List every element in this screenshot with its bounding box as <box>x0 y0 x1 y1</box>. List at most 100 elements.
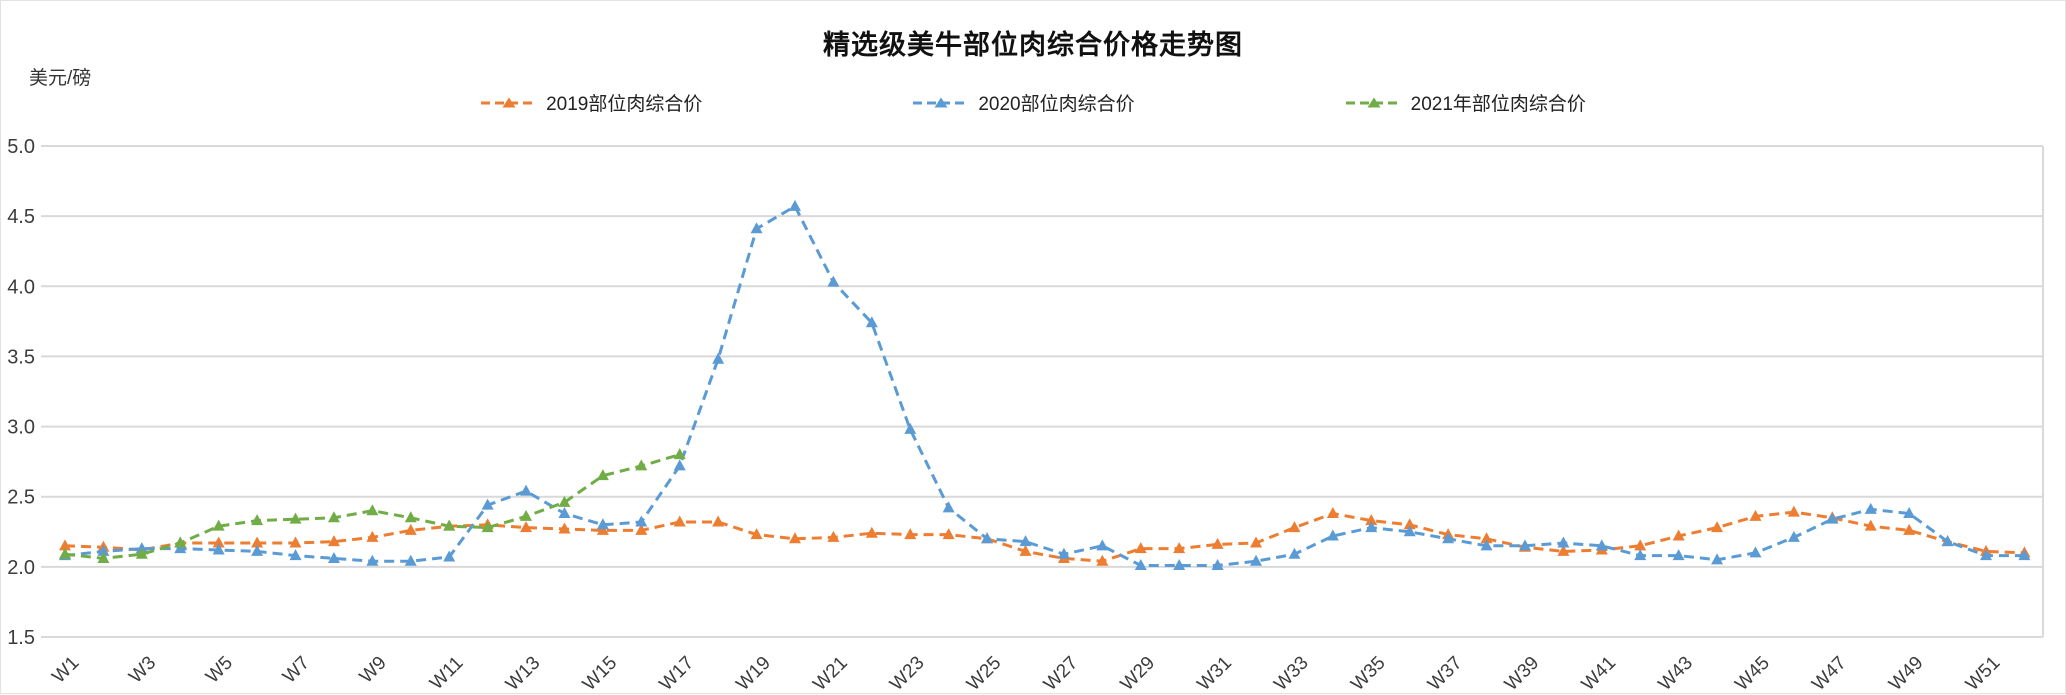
data-point-marker[interactable] <box>1787 530 1800 542</box>
data-point-marker[interactable] <box>1749 546 1762 558</box>
data-point-marker[interactable] <box>596 518 609 530</box>
data-point-marker[interactable] <box>1980 549 1992 561</box>
data-point-marker[interactable] <box>942 501 955 513</box>
data-point-marker[interactable] <box>251 536 264 548</box>
data-point-marker[interactable] <box>788 532 801 544</box>
data-point-marker[interactable] <box>712 352 725 364</box>
data-point-marker[interactable] <box>174 536 187 548</box>
data-point-marker[interactable] <box>135 547 148 559</box>
data-point-marker[interactable] <box>59 539 71 551</box>
data-point-marker[interactable] <box>750 222 763 234</box>
data-point-marker[interactable] <box>1250 536 1263 548</box>
data-point-marker[interactable] <box>1634 539 1647 551</box>
data-point-marker[interactable] <box>558 522 571 534</box>
data-point-marker[interactable] <box>1442 532 1455 544</box>
data-point-marker[interactable] <box>59 547 71 559</box>
data-point-marker[interactable] <box>1711 553 1724 565</box>
data-point-marker[interactable] <box>865 316 878 328</box>
data-point-marker[interactable] <box>750 528 763 540</box>
data-point-marker[interactable] <box>251 514 264 526</box>
data-point-marker[interactable] <box>1480 539 1493 551</box>
data-point-marker[interactable] <box>327 535 340 547</box>
legend-item-2020[interactable]: 2020部位肉综合价 <box>912 89 1135 116</box>
data-point-marker[interactable] <box>97 544 110 556</box>
data-point-marker[interactable] <box>520 509 533 521</box>
data-point-marker[interactable] <box>404 523 417 535</box>
data-point-marker[interactable] <box>289 512 302 524</box>
data-point-marker[interactable] <box>97 551 110 563</box>
data-point-marker[interactable] <box>1365 514 1378 526</box>
data-point-marker[interactable] <box>1403 518 1416 530</box>
data-point-marker[interactable] <box>1672 529 1685 541</box>
data-point-marker[interactable] <box>289 549 302 561</box>
data-point-marker[interactable] <box>212 543 225 555</box>
data-point-marker[interactable] <box>520 521 533 533</box>
data-point-marker[interactable] <box>712 515 725 527</box>
data-point-marker[interactable] <box>673 515 686 527</box>
data-point-marker[interactable] <box>635 515 648 527</box>
data-point-marker[interactable] <box>1326 529 1339 541</box>
data-point-marker[interactable] <box>865 526 878 538</box>
data-point-marker[interactable] <box>904 528 917 540</box>
data-point-marker[interactable] <box>1864 502 1877 514</box>
data-point-marker[interactable] <box>251 544 264 556</box>
data-point-marker[interactable] <box>404 511 417 523</box>
data-point-marker[interactable] <box>2018 549 2031 561</box>
data-point-marker[interactable] <box>635 459 648 471</box>
data-point-marker[interactable] <box>366 554 379 566</box>
data-point-marker[interactable] <box>443 550 456 562</box>
data-point-marker[interactable] <box>904 422 917 434</box>
data-point-marker[interactable] <box>1173 558 1186 570</box>
data-point-marker[interactable] <box>1250 554 1263 566</box>
data-point-marker[interactable] <box>1365 521 1378 533</box>
data-point-marker[interactable] <box>1557 544 1570 556</box>
data-point-marker[interactable] <box>366 530 379 542</box>
data-point-marker[interactable] <box>1173 542 1186 554</box>
data-point-marker[interactable] <box>1326 507 1339 519</box>
data-point-marker[interactable] <box>1403 525 1416 537</box>
data-point-marker[interactable] <box>673 448 686 460</box>
data-point-marker[interactable] <box>1134 558 1147 570</box>
data-point-marker[interactable] <box>1711 521 1724 533</box>
data-point-marker[interactable] <box>1019 544 1032 556</box>
data-point-marker[interactable] <box>1672 549 1685 561</box>
data-point-marker[interactable] <box>827 275 840 287</box>
data-point-marker[interactable] <box>827 530 840 542</box>
data-point-marker[interactable] <box>289 536 302 548</box>
data-point-marker[interactable] <box>1941 535 1954 547</box>
data-point-marker[interactable] <box>558 507 571 519</box>
data-point-marker[interactable] <box>212 519 225 531</box>
data-point-marker[interactable] <box>1557 536 1570 548</box>
data-point-marker[interactable] <box>481 521 494 533</box>
data-point-marker[interactable] <box>596 523 609 535</box>
data-point-marker[interactable] <box>174 542 187 554</box>
data-point-marker[interactable] <box>327 551 340 563</box>
data-point-marker[interactable] <box>981 532 994 544</box>
data-point-marker[interactable] <box>1787 505 1800 517</box>
data-point-marker[interactable] <box>1480 532 1493 544</box>
data-point-marker[interactable] <box>1288 521 1301 533</box>
data-point-marker[interactable] <box>1019 535 1032 547</box>
data-point-marker[interactable] <box>788 199 801 211</box>
data-point-marker[interactable] <box>1749 509 1762 521</box>
data-point-marker[interactable] <box>443 519 456 531</box>
data-point-marker[interactable] <box>1096 539 1109 551</box>
data-point-marker[interactable] <box>1057 547 1070 559</box>
data-point-marker[interactable] <box>1134 542 1147 554</box>
data-point-marker[interactable] <box>135 542 148 554</box>
data-point-marker[interactable] <box>404 554 417 566</box>
data-point-marker[interactable] <box>596 469 609 481</box>
data-point-marker[interactable] <box>673 459 686 471</box>
data-point-marker[interactable] <box>1595 539 1608 551</box>
data-point-marker[interactable] <box>635 523 648 535</box>
data-point-marker[interactable] <box>481 498 494 510</box>
legend-item-2019[interactable]: 2019部位肉综合价 <box>480 89 702 116</box>
data-point-marker[interactable] <box>366 504 379 516</box>
data-point-marker[interactable] <box>942 528 955 540</box>
data-point-marker[interactable] <box>1288 547 1301 559</box>
legend-item-2021[interactable]: 2021年部位肉综合价 <box>1345 89 1586 116</box>
data-point-marker[interactable] <box>1211 558 1224 570</box>
data-point-marker[interactable] <box>327 511 340 523</box>
data-point-marker[interactable] <box>1096 554 1109 566</box>
data-point-marker[interactable] <box>1518 539 1531 551</box>
